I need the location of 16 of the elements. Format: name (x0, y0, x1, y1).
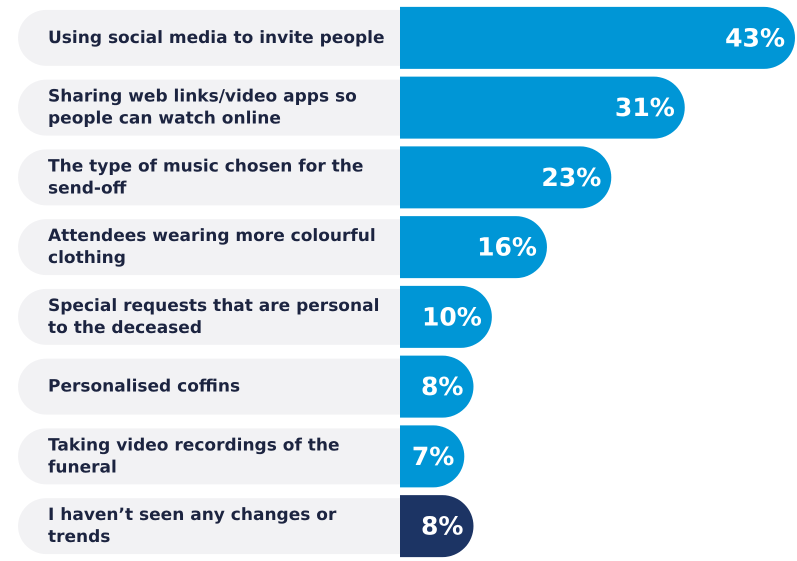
data-label: 8% (421, 372, 464, 402)
y-tick-label: Sharing web links/video apps so people can watch online (48, 86, 363, 129)
y-tick-label: Using social media to invite people (48, 28, 385, 48)
data-label: 23% (541, 162, 602, 192)
y-tick-label: Personalised coffins (48, 376, 240, 397)
y-tick-label: Taking video recordings of the funeral (48, 435, 346, 478)
data-label: 10% (422, 302, 482, 332)
y-tick-label: The type of music chosen for the send-off (48, 156, 370, 198)
y-tick-label: Attendees wearing more colourful clothing (48, 226, 382, 268)
y-tick-label: I haven’t seen any changes or trends (48, 505, 342, 548)
data-label: 8% (421, 512, 464, 541)
y-tick-label: Special requests that are personal to the deceased (48, 296, 386, 338)
data-label: 43% (725, 23, 785, 52)
data-label: 16% (477, 232, 537, 262)
data-label: 7% (412, 442, 454, 471)
data-label: 31% (614, 93, 675, 122)
